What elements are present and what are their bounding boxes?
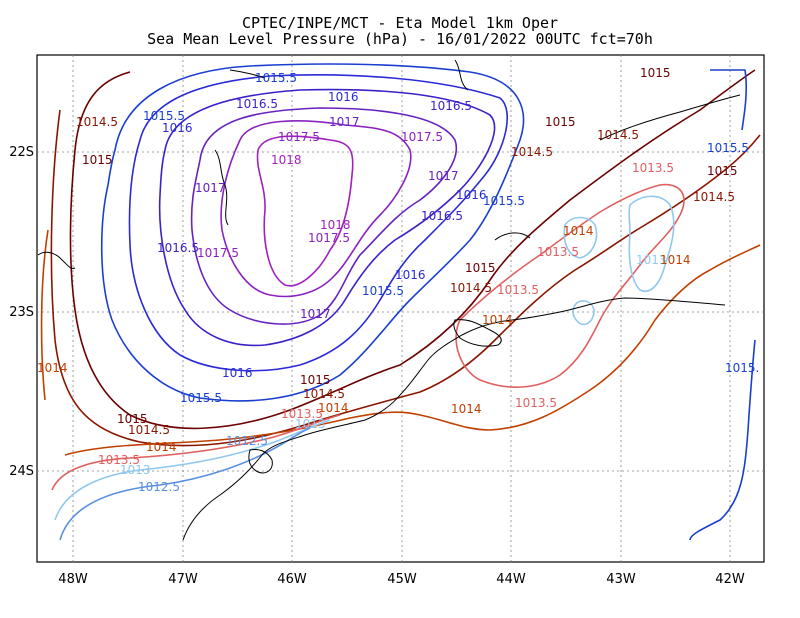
contour-label: 1016: [395, 268, 426, 282]
isobar-1018: [256, 135, 354, 287]
isobar-1013-5: [51, 183, 685, 491]
contour-label: 1016.5: [236, 97, 278, 111]
contour-label: 1015: [300, 373, 331, 387]
grid: [37, 55, 764, 562]
contour-label: 1017.5: [197, 246, 239, 260]
contour-label: 1013.5: [98, 453, 140, 467]
contour-label: 1015: [82, 153, 113, 167]
contour-label: 1017: [300, 307, 331, 321]
isobar-1017-5: [220, 120, 412, 298]
x-tick-label: 47W: [168, 572, 198, 587]
contour-label: 1012.5: [226, 434, 268, 448]
isobar-1014: [40, 229, 761, 456]
contour-label: 1013: [636, 253, 667, 267]
x-tick-label: 48W: [58, 572, 88, 587]
contour-label: 1017.5: [308, 231, 350, 245]
isobar-1015-5: [100, 63, 525, 402]
isobar-1015-5-east: [689, 69, 756, 541]
contour-label: 1018: [271, 153, 302, 167]
y-tick-label: 23S: [9, 305, 34, 320]
contour-label: 1015.: [725, 361, 759, 375]
contour-label: 1015.5: [255, 71, 297, 85]
title-line-2: Sea Mean Level Pressure (hPa) - 16/01/20…: [147, 30, 653, 48]
contour-label: 1014: [482, 313, 513, 327]
contour-label: 1017: [329, 115, 360, 129]
y-tick-label: 24S: [9, 464, 34, 479]
isobar-1014-5: [50, 109, 761, 447]
isobar-1016-5: [158, 88, 496, 347]
contour-label: 1014: [563, 224, 594, 238]
contour-label: 1014.5: [511, 145, 553, 159]
contour-label: 1016.5: [430, 99, 472, 113]
contour-label: 1015.5: [483, 194, 525, 208]
contour-label: 1014: [37, 361, 68, 375]
contour-label: 1015.5: [143, 109, 185, 123]
x-tick-label: 46W: [277, 572, 307, 587]
contour-label: 1013: [120, 463, 151, 477]
contour-label: 1018: [320, 218, 351, 232]
contour-label: 1013: [295, 417, 326, 431]
contour-label: 1014.5: [450, 281, 492, 295]
contour-label: 1013.5: [497, 283, 539, 297]
contour-label: 1013.5: [281, 407, 323, 421]
contour-label: 1013.5: [537, 245, 579, 259]
contour-label: 1017.5: [278, 130, 320, 144]
contour-label: 1015.5: [707, 141, 749, 155]
contour-label: 1014: [451, 402, 482, 416]
contour-label: 1017.5: [401, 130, 443, 144]
x-tick-label: 42W: [715, 572, 745, 587]
contour-label: 1013.5: [515, 396, 557, 410]
isobar-1017: [190, 107, 458, 325]
map-frame: [36, 54, 765, 563]
isobars: [40, 63, 761, 541]
contour-label: 1016.5: [421, 209, 463, 223]
isobar-1015: [69, 69, 756, 430]
contour-label: 1017: [195, 181, 226, 195]
contour-label: 1014: [660, 253, 691, 267]
y-tick-label: 22S: [9, 145, 34, 160]
contour-label: 1016: [162, 121, 193, 135]
x-tick-label: 44W: [496, 572, 526, 587]
contour-label: 1015: [545, 115, 576, 129]
contour-label: 1014.5: [128, 423, 170, 437]
contour-label: 1016: [222, 366, 253, 380]
coastline: [37, 59, 741, 541]
contour-labels: 1015.5 1016 1016.5 1016.5 1017 1015.5 10…: [37, 66, 759, 494]
contour-label: 1016: [456, 188, 487, 202]
contour-label: 1015: [465, 261, 496, 275]
contour-label: 1014.5: [597, 128, 639, 142]
contour-label: 1014.5: [693, 190, 735, 204]
contour-label: 1014.5: [303, 387, 345, 401]
y-axis-ticks: 22S 23S 24S: [9, 145, 34, 479]
contour-label: 1014.5: [76, 115, 118, 129]
contour-label: 1014: [146, 440, 177, 454]
contour-label: 1015.5: [362, 284, 404, 298]
contour-label: 1015: [640, 66, 671, 80]
title-line-1: CPTEC/INPE/MCT - Eta Model 1km Oper: [242, 14, 558, 32]
isobar-1013: [54, 195, 675, 521]
contour-label: 1012.5: [138, 480, 180, 494]
isobar-1016: [128, 74, 508, 372]
contour-label: 1016: [328, 90, 359, 104]
contour-label: 1015: [117, 412, 148, 426]
contour-label: 1015.5: [180, 391, 222, 405]
x-tick-label: 43W: [606, 572, 636, 587]
contour-label: 1013.5: [632, 161, 674, 175]
x-tick-label: 45W: [387, 572, 417, 587]
x-axis-ticks: 48W 47W 46W 45W 44W 43W 42W: [58, 572, 745, 587]
contour-label: 1016.5: [157, 241, 199, 255]
contour-label: 1014: [318, 401, 349, 415]
contour-label: 1017: [428, 169, 459, 183]
contour-label: 1015: [707, 164, 738, 178]
